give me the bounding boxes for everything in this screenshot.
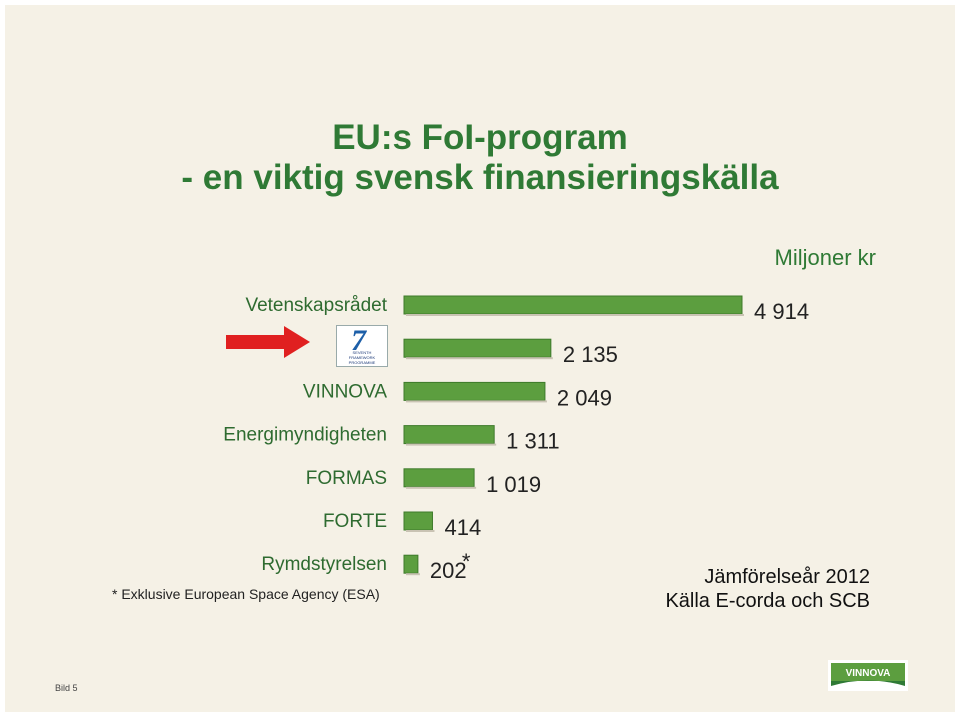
bar-7: [403, 554, 419, 574]
bar-shadow-5: [406, 486, 477, 489]
comparison-source: Källa E-corda och SCB: [665, 590, 870, 612]
highlight-arrow-icon: [226, 326, 310, 358]
comparison-note: Jämförelseår 2012 Källa E-corda och SCB: [665, 565, 870, 613]
bar-5: [403, 468, 475, 488]
category-label-3: VINNOVA: [303, 381, 387, 402]
vinnova-logo-text: VINNOVA: [846, 668, 891, 679]
bar-6: [403, 511, 433, 531]
bar-shadow-1: [406, 314, 744, 316]
fp7-logo-numeral: 7: [351, 324, 366, 357]
bar-shadow-6: [406, 530, 435, 532]
bar-1: [403, 295, 743, 315]
comparison-year: Jämförelseår 2012: [704, 566, 870, 588]
bar-shadow-3: [406, 400, 547, 403]
value-label-3: 2 049: [557, 385, 612, 410]
value-label-7: 202: [430, 558, 467, 583]
category-label-1: Vetenskapsrådet: [245, 295, 387, 316]
unit-label: Miljoner kr: [774, 245, 876, 270]
category-label-5: FORMAS: [306, 468, 387, 489]
value-label-1: 4 914: [754, 299, 809, 324]
bar-shadow-2: [406, 357, 553, 360]
bar-4: [403, 425, 495, 445]
bar-3: [403, 381, 546, 401]
vinnova-logo: VINNOVA: [828, 660, 908, 691]
value-label-6: 414: [444, 515, 481, 540]
category-label-6: FORTE: [323, 511, 387, 532]
category-label-4: Energimyndigheten: [223, 425, 387, 446]
value-label-2: 2 135: [563, 342, 618, 367]
bar-shadow-4: [406, 443, 497, 446]
slide-number: Bild 5: [55, 683, 78, 693]
slide-title-line1: EU:s FoI-program: [332, 118, 628, 157]
bar-shadow-7: [406, 573, 420, 576]
fp7-logo-text: SEVENTH FRAMEWORK PROGRAMME: [348, 350, 376, 365]
value-label-5: 1 019: [486, 472, 541, 497]
slide-title-line2: - en viktig svensk finansieringskälla: [181, 158, 779, 197]
category-label-7: Rymdstyrelsen: [261, 554, 387, 575]
footnote: * Exklusive European Space Agency (ESA): [112, 586, 380, 602]
footnote-marker-7: *: [462, 549, 471, 574]
fp7-logo: 7 SEVENTH FRAMEWORK PROGRAMME: [336, 324, 388, 367]
value-label-4: 1 311: [506, 429, 559, 454]
bar-2: [403, 338, 552, 358]
